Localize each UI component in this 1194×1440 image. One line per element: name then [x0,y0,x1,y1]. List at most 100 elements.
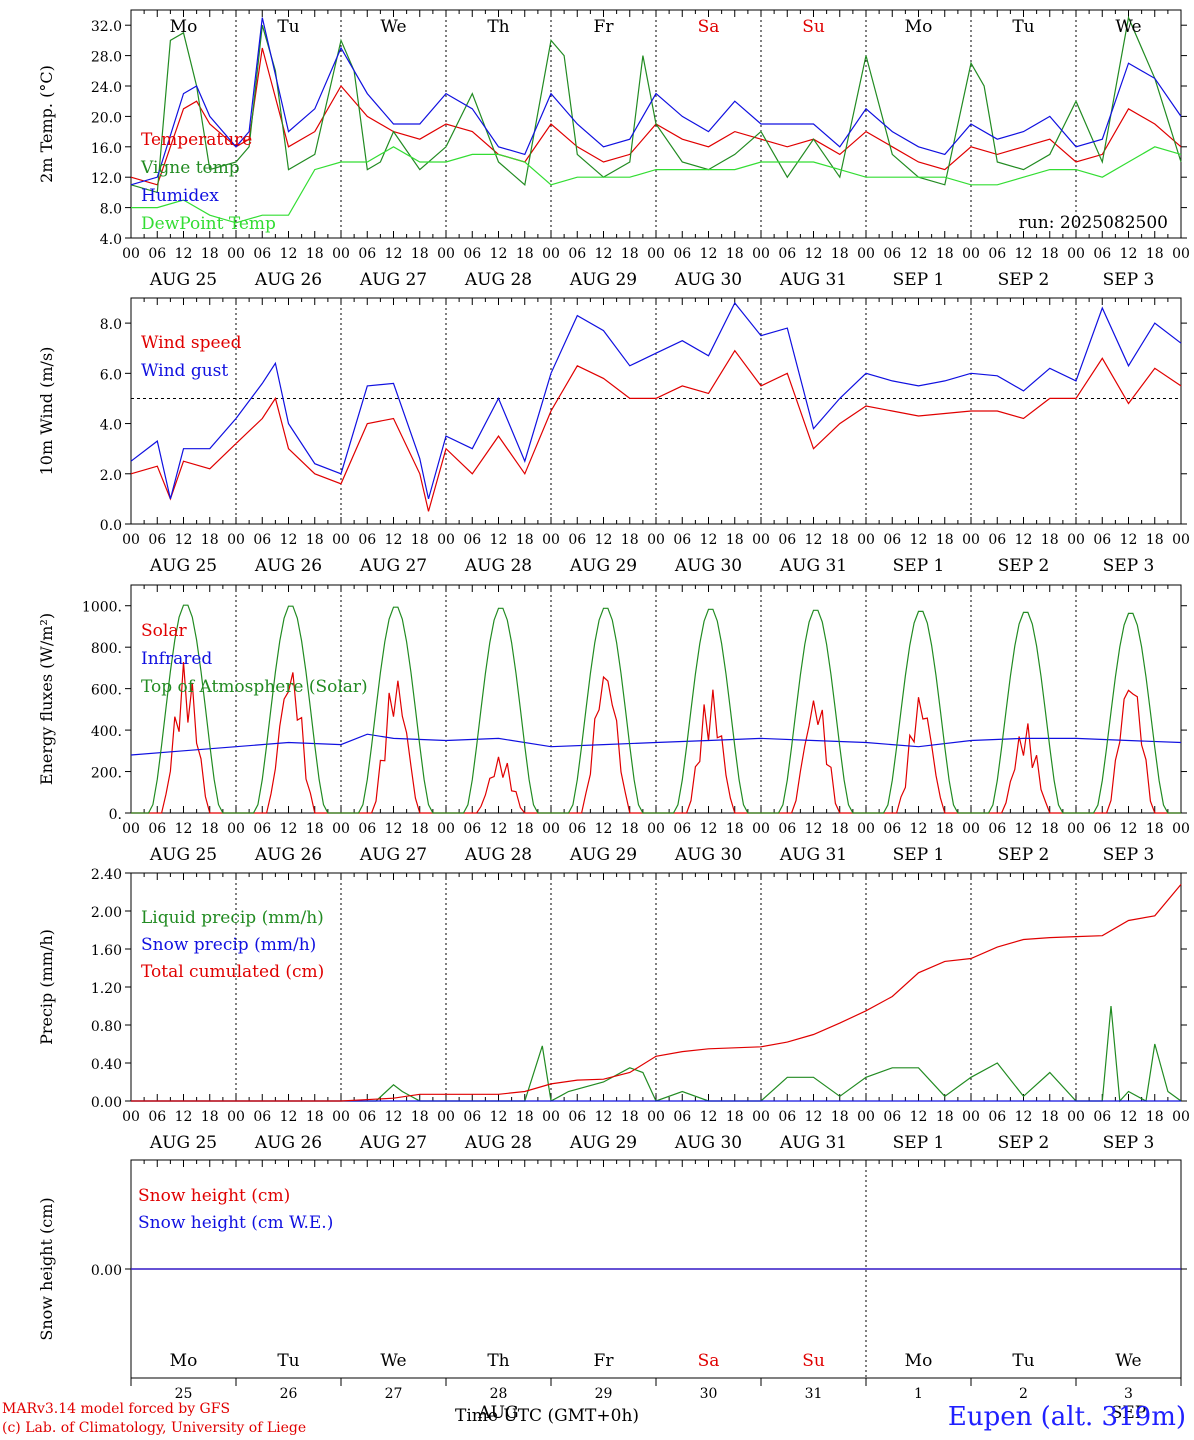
day-number-label: 31 [805,1386,823,1402]
series-line-total-cumulated-cm [131,884,1182,1102]
y-tick-label: 1.20 [91,981,122,997]
hour-tick-label: 12 [595,532,613,548]
hour-tick-label: 12 [490,821,508,837]
date-label: SEP 1 [893,1133,945,1153]
hour-tick-label: 06 [988,246,1006,262]
hour-tick-label: 00 [857,821,875,837]
hour-tick-label: 12 [385,532,403,548]
y-tick-label: 200. [91,766,122,782]
legend-entry: Top of Atmosphere (Solar) [141,677,368,697]
y-tick-label: 2.40 [91,867,122,883]
date-label: AUG 30 [674,1133,742,1153]
hour-tick-label: 12 [490,246,508,262]
hour-tick-label: 12 [595,246,613,262]
hour-tick-label: 18 [1146,1109,1164,1125]
date-label: AUG 31 [779,1133,847,1153]
hour-tick-label: 12 [595,821,613,837]
hour-tick-label: 06 [358,821,376,837]
hour-tick-label: 00 [332,1109,350,1125]
hour-tick-label: 12 [1120,532,1138,548]
panel-5: 0.00 Snow height (cm) Snow height (cm) Snow… [37,1159,1187,1423]
y-tick-label: 400. [91,724,122,740]
hour-tick-label: 18 [831,532,849,548]
panel-1: 4.0 8.0 12.0 16.0 20.0 24.0 28.0 32.0 2m Temp. (… [37,9,1190,290]
day-number-label: 30 [700,1386,718,1402]
hour-tick-label: 00 [1172,821,1190,837]
y-axis-label: Snow height (cm) [37,1197,56,1340]
hour-tick-label: 00 [227,821,245,837]
y-tick-label: 0.00 [91,1095,122,1111]
y-axis-label: Energy fluxes (W/m²) [37,613,56,785]
date-label: SEP 2 [998,270,1050,290]
hour-tick-label: 06 [253,1109,271,1125]
day-number-label: 2 [1019,1386,1028,1402]
legend-entry: Total cumulated (cm) [141,962,324,982]
y-axis-label: Precip (mm/h) [37,929,56,1045]
legend-entry: Snow height (cm W.E.) [138,1213,333,1233]
day-name-label: Th [487,1351,509,1371]
hour-tick-label: 00 [227,532,245,548]
legend-entry: Wind speed [141,333,242,353]
hour-tick-label: 00 [332,246,350,262]
plot-frame [130,297,1182,525]
series-line-temperature [130,47,1182,186]
hour-tick-label: 18 [1146,532,1164,548]
hour-tick-label: 18 [621,532,639,548]
day-name-label: Sa [698,1351,720,1371]
hour-tick-label: 06 [778,246,796,262]
date-label: AUG 30 [674,845,742,865]
y-tick-label: 0.00 [91,1263,122,1279]
date-label: AUG 25 [149,556,217,576]
hour-tick-label: 00 [437,246,455,262]
hour-tick-label: 06 [463,246,481,262]
hour-tick-label: 06 [463,1109,481,1125]
hour-tick-label: 12 [385,1109,403,1125]
y-tick-label: 16.0 [91,141,122,157]
date-label: AUG 26 [254,1133,322,1153]
hour-tick-label: 18 [516,532,534,548]
hour-tick-label: 00 [962,246,980,262]
date-label: SEP 1 [893,270,945,290]
day-name-label: Su [802,1351,825,1371]
hour-tick-label: 06 [253,246,271,262]
y-tick-label: 0.80 [91,1019,122,1035]
day-name-label: Tu [277,17,299,37]
y-tick-label: 8.0 [100,202,122,218]
y-tick-label: 24.0 [91,80,122,96]
hour-tick-label: 00 [1067,532,1085,548]
hour-tick-label: 00 [1172,532,1190,548]
series-line-wind-speed [130,349,1182,512]
hour-tick-label: 12 [910,246,928,262]
hour-tick-label: 18 [1041,1109,1059,1125]
hour-tick-label: 06 [358,532,376,548]
day-number-label: 27 [385,1386,403,1402]
hour-tick-label: 00 [227,246,245,262]
hour-tick-label: 06 [988,532,1006,548]
day-number-label: 25 [175,1386,193,1402]
series-line-dewpoint-temp [131,146,1182,224]
legend-entry: DewPoint Temp [141,214,276,234]
hour-tick-label: 12 [1015,532,1033,548]
hour-tick-label: 00 [227,1109,245,1125]
hour-tick-label: 00 [1067,1109,1085,1125]
hour-tick-label: 12 [175,532,193,548]
plot-frame [130,584,1182,814]
y-tick-label: 12.0 [91,171,122,187]
hour-tick-label: 18 [621,1109,639,1125]
hour-tick-label: 00 [437,532,455,548]
date-label: AUG 29 [569,270,637,290]
hour-tick-label: 00 [1067,821,1085,837]
legend-entry: Snow precip (mm/h) [141,935,316,955]
date-label: AUG 27 [359,270,427,290]
hour-tick-label: 06 [568,1109,586,1125]
hour-tick-label: 06 [568,821,586,837]
hour-tick-label: 18 [936,532,954,548]
hour-tick-label: 18 [411,532,429,548]
panel-2: 0.0 2.0 4.0 6.0 8.0 10m Wind (m/s) Wind speed W… [37,297,1190,576]
hour-tick-label: 18 [201,1109,219,1125]
hour-tick-label: 06 [673,1109,691,1125]
hour-tick-label: 12 [280,821,298,837]
panel-4: 0.00 0.40 0.80 1.20 1.60 2.00 2.40 Precip (mm/h… [37,867,1190,1153]
date-label: AUG 26 [254,270,322,290]
hour-tick-label: 18 [201,246,219,262]
